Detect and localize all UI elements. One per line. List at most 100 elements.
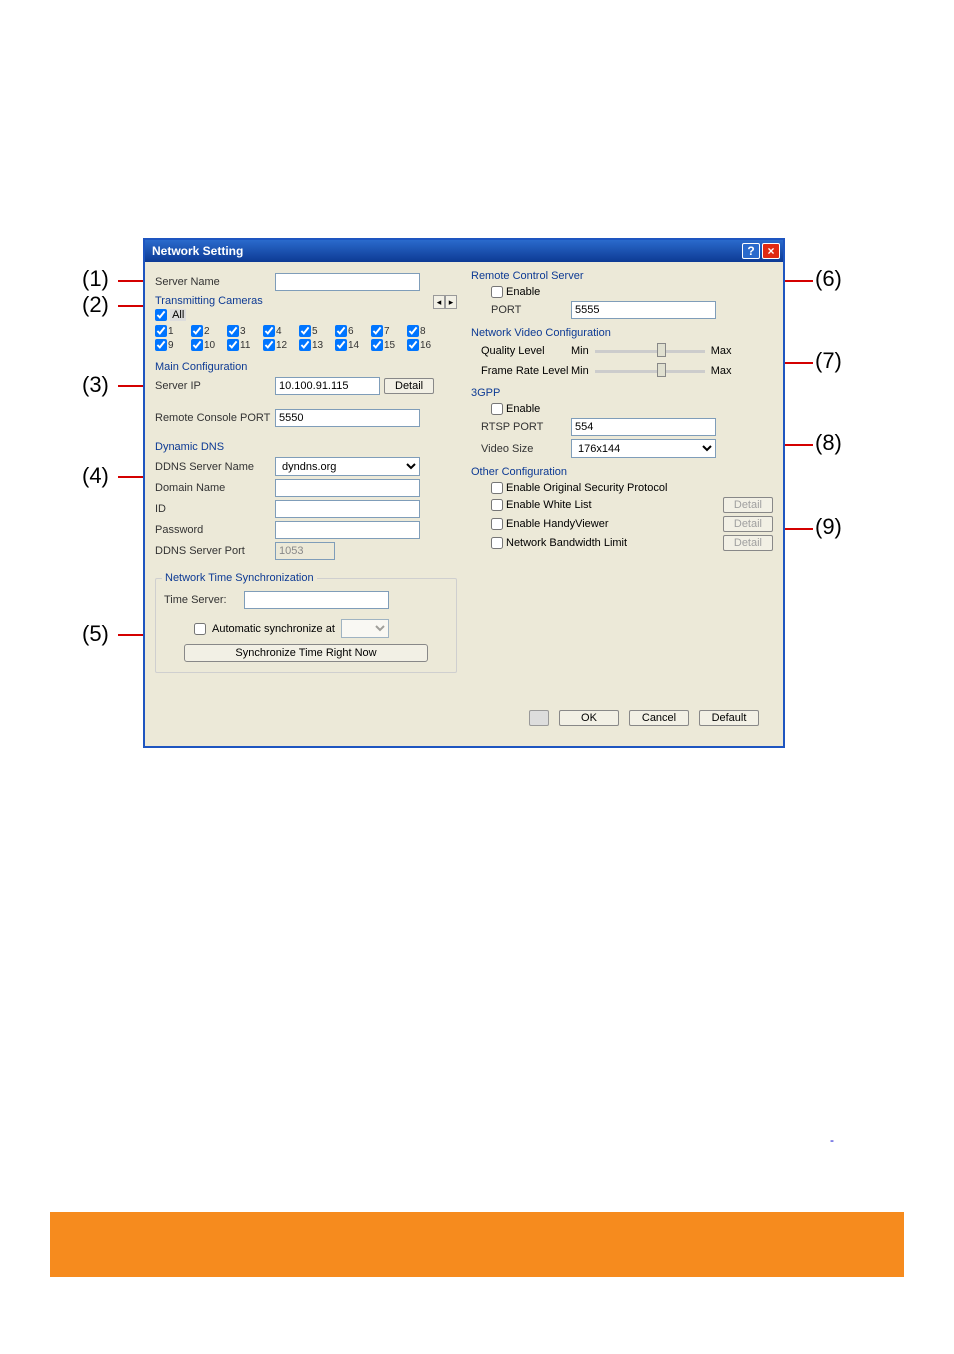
auto-sync-label: Automatic synchronize at <box>212 623 335 635</box>
other-config-section-label: Other Configuration <box>471 466 773 478</box>
network-setting-dialog: Network Setting ? × Server Name Transmit… <box>143 238 785 748</box>
camera-checkbox[interactable] <box>371 339 383 351</box>
camera-checkbox[interactable] <box>191 325 203 337</box>
server-name-input[interactable] <box>275 273 420 291</box>
sync-now-button[interactable]: Synchronize Time Right Now <box>184 644 428 662</box>
rcs-enable-label: Enable <box>506 286 540 298</box>
orange-band <box>50 1212 904 1277</box>
camera-checkbox[interactable] <box>191 339 203 351</box>
enable-hv-checkbox[interactable] <box>491 518 503 530</box>
callout-3: (3) <box>82 372 109 398</box>
frame-slider[interactable] <box>595 370 705 373</box>
camera-checkbox[interactable] <box>155 325 167 337</box>
camera-grid: 1 2 3 4 5 6 7 8 9 10 11 12 13 14 <box>155 325 457 351</box>
callout-8: (8) <box>815 430 842 456</box>
domain-name-input[interactable] <box>275 479 420 497</box>
camera-checkbox[interactable] <box>299 339 311 351</box>
left-column: Server Name Transmitting Cameras ◂▸ All … <box>155 270 457 738</box>
auto-sync-time-select[interactable] <box>341 619 389 638</box>
callout-2: (2) <box>82 292 109 318</box>
all-cameras-label: All <box>170 309 186 321</box>
cancel-button[interactable]: Cancel <box>629 710 689 726</box>
camera-checkbox[interactable] <box>227 325 239 337</box>
enable-osp-checkbox[interactable] <box>491 482 503 494</box>
annot-line <box>783 362 813 364</box>
camera-checkbox[interactable] <box>299 325 311 337</box>
dash-text: - <box>830 1133 834 1147</box>
ddns-port-label: DDNS Server Port <box>155 545 275 557</box>
annot-line <box>783 444 813 446</box>
video-size-select[interactable]: 176x144 <box>571 439 716 458</box>
ddns-server-name-select[interactable]: dyndns.org <box>275 457 420 476</box>
gpp-section-label: 3GPP <box>471 387 773 399</box>
help-icon[interactable]: ? <box>742 243 760 259</box>
camera-page-arrows: ◂▸ <box>433 295 457 309</box>
nbl-label: Network Bandwidth Limit <box>506 537 723 549</box>
camera-checkbox[interactable] <box>227 339 239 351</box>
camera-checkbox[interactable] <box>335 325 347 337</box>
nvc-section-label: Network Video Configuration <box>471 327 773 339</box>
enable-wl-checkbox[interactable] <box>491 499 503 511</box>
ddns-port-input <box>275 542 335 560</box>
camera-checkbox[interactable] <box>155 339 167 351</box>
camera-checkbox[interactable] <box>407 325 419 337</box>
next-page-icon[interactable]: ▸ <box>445 295 457 309</box>
camera-checkbox[interactable] <box>407 339 419 351</box>
camera-checkbox[interactable] <box>371 325 383 337</box>
titlebar: Network Setting ? × <box>145 240 783 262</box>
callout-4: (4) <box>82 463 109 489</box>
server-ip-detail-button[interactable]: Detail <box>384 378 434 394</box>
camera-checkbox[interactable] <box>263 339 275 351</box>
id-input[interactable] <box>275 500 420 518</box>
min-label: Min <box>571 345 589 357</box>
dialog-button-row: OK Cancel Default <box>529 710 759 726</box>
camera-checkbox[interactable] <box>335 339 347 351</box>
transmitting-cameras-label: Transmitting Cameras <box>155 295 263 307</box>
camera-checkbox[interactable] <box>263 325 275 337</box>
gpp-enable-checkbox[interactable] <box>491 403 503 415</box>
rtsp-port-label: RTSP PORT <box>471 421 571 433</box>
print-icon[interactable] <box>529 710 549 726</box>
nbl-checkbox[interactable] <box>491 537 503 549</box>
rcs-port-input[interactable] <box>571 301 716 319</box>
remote-console-port-label: Remote Console PORT <box>155 412 275 424</box>
quality-slider[interactable] <box>595 350 705 353</box>
max-label: Max <box>711 365 732 377</box>
close-icon[interactable]: × <box>762 243 780 259</box>
server-ip-input[interactable] <box>275 377 380 395</box>
annot-line <box>783 528 813 530</box>
server-ip-label: Server IP <box>155 380 275 392</box>
hv-detail-button: Detail <box>723 516 773 532</box>
max-label: Max <box>711 345 732 357</box>
callout-5: (5) <box>82 621 109 647</box>
min-label: Min <box>571 365 589 377</box>
dialog-title: Network Setting <box>148 244 243 258</box>
ddns-server-name-label: DDNS Server Name <box>155 461 275 473</box>
auto-sync-checkbox[interactable] <box>194 623 206 635</box>
enable-hv-label: Enable HandyViewer <box>506 518 723 530</box>
rcs-enable-checkbox[interactable] <box>491 286 503 298</box>
callout-9: (9) <box>815 514 842 540</box>
page-root: (1) (2) (3) (4) (5) (6) (7) (8) (9) Netw… <box>0 0 954 1354</box>
ok-button[interactable]: OK <box>559 710 619 726</box>
prev-page-icon[interactable]: ◂ <box>433 295 445 309</box>
password-input[interactable] <box>275 521 420 539</box>
main-config-label: Main Configuration <box>155 361 247 373</box>
default-button[interactable]: Default <box>699 710 759 726</box>
time-server-input[interactable] <box>244 591 389 609</box>
password-label: Password <box>155 524 275 536</box>
all-cameras-checkbox[interactable] <box>155 309 167 321</box>
rtsp-port-input[interactable] <box>571 418 716 436</box>
remote-console-port-input[interactable] <box>275 409 420 427</box>
callout-1: (1) <box>82 266 109 292</box>
callout-7: (7) <box>815 348 842 374</box>
rcs-port-label: PORT <box>471 304 571 316</box>
video-size-label: Video Size <box>471 443 571 455</box>
server-name-label: Server Name <box>155 276 275 288</box>
nbl-detail-button: Detail <box>723 535 773 551</box>
enable-osp-label: Enable Original Security Protocol <box>506 482 667 494</box>
nts-section-label: Network Time Synchronization <box>162 572 317 584</box>
right-column: Remote Control Server Enable PORT Networ… <box>471 270 773 738</box>
wl-detail-button: Detail <box>723 497 773 513</box>
enable-wl-label: Enable White List <box>506 499 723 511</box>
